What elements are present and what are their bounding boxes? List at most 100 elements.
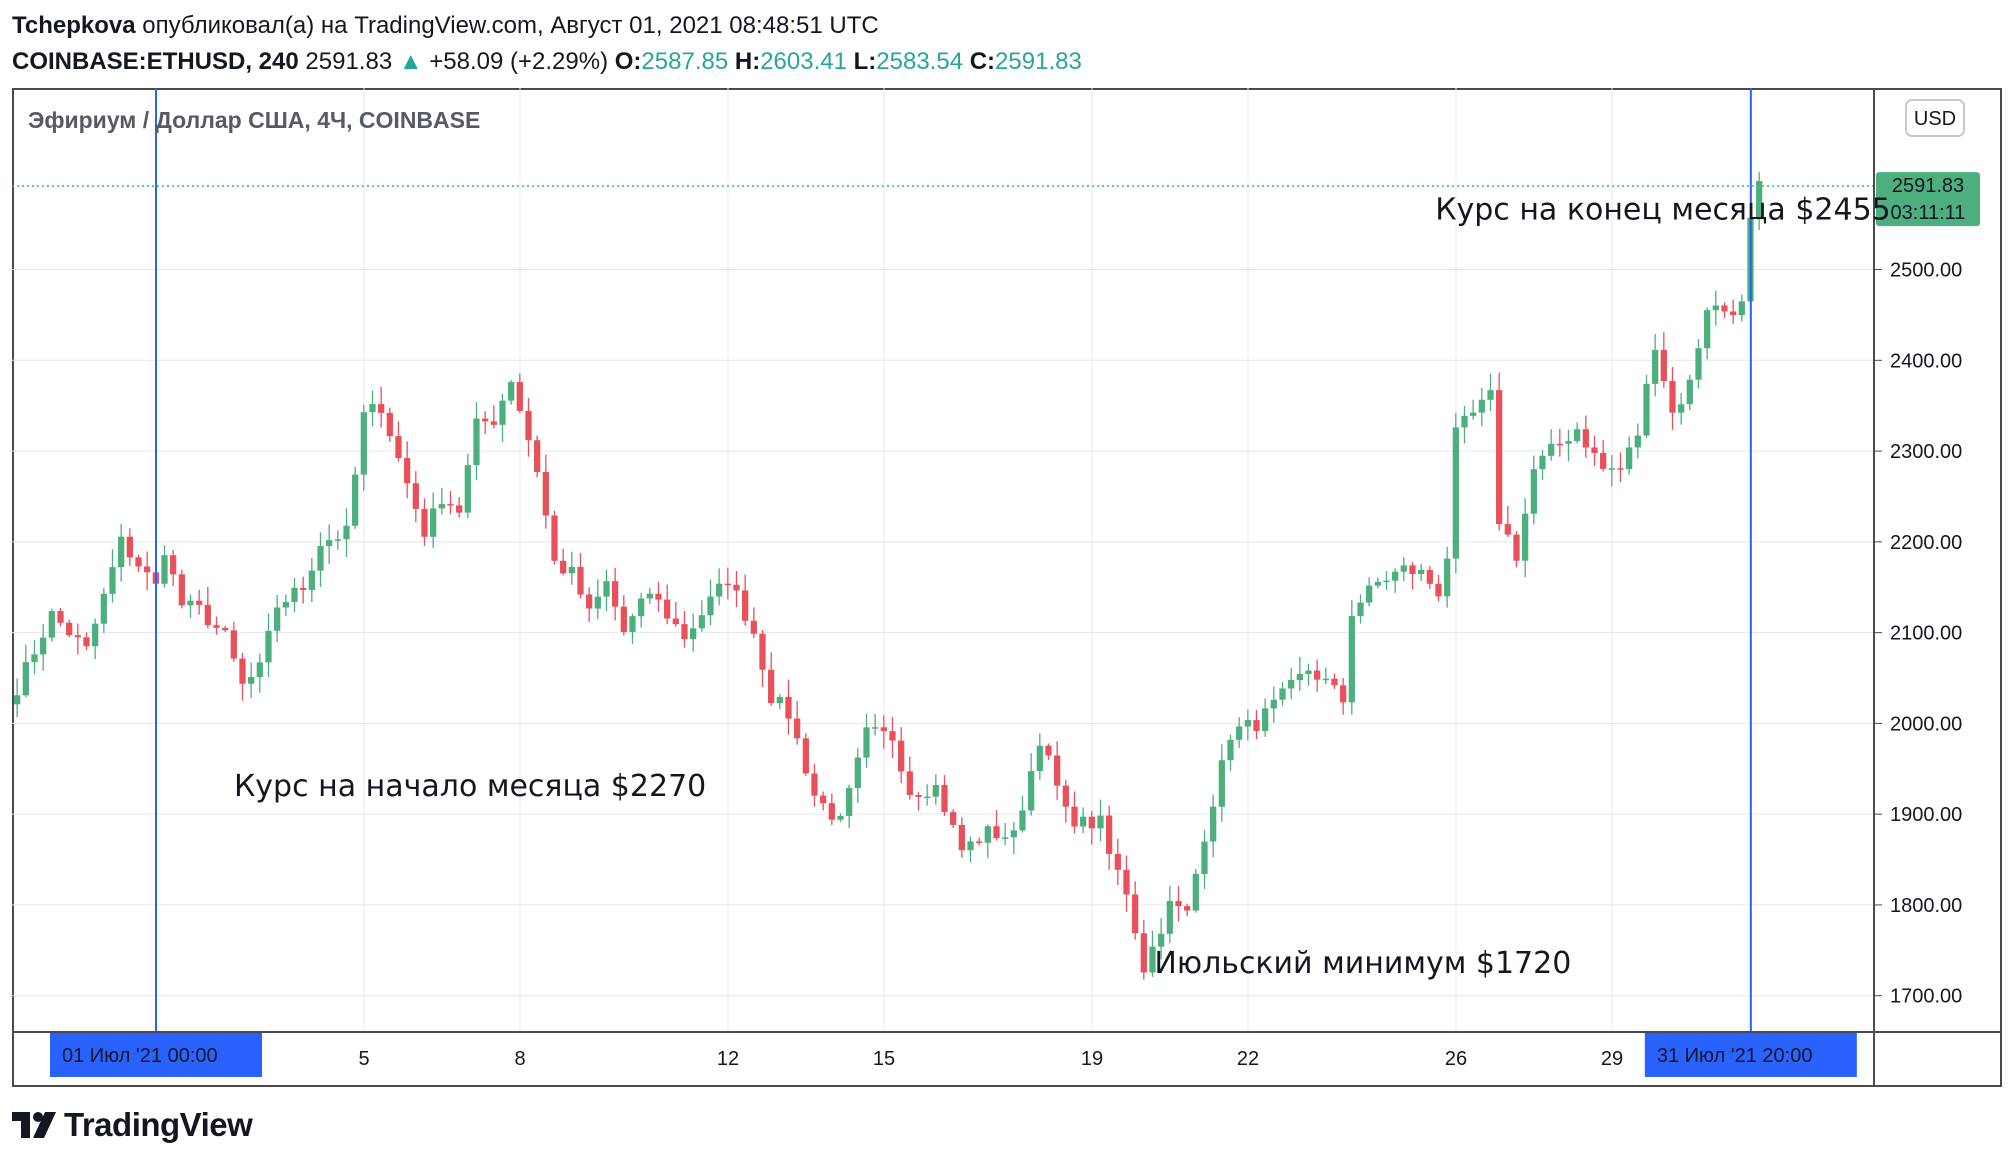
candle-up: [430, 492, 437, 548]
candle-up: [248, 662, 255, 699]
candle-body: [629, 616, 636, 633]
candle-body: [1106, 815, 1113, 854]
candle-down: [889, 716, 896, 759]
candle-body: [326, 540, 333, 547]
candle-body: [308, 570, 315, 590]
candle-body: [456, 505, 463, 513]
candle-body: [1582, 429, 1589, 448]
close-value: 2591.83: [995, 48, 1082, 75]
candle-down: [1062, 779, 1069, 823]
candle-up: [40, 623, 47, 671]
candle-body: [924, 796, 931, 799]
price-axis[interactable]: 1700.00 1800.00 1900.00 2000.00 2100.00 2200.…: [1874, 260, 1962, 1008]
date-tick-label: 19: [1081, 1048, 1103, 1070]
author-name[interactable]: Tchepkova: [12, 12, 136, 39]
candle-up: [118, 523, 125, 582]
candle-down: [664, 584, 671, 625]
date-marker-badge[interactable]: 01 Июл '21 00:00: [50, 1033, 262, 1077]
candle-body: [1565, 441, 1572, 444]
candle-body: [1695, 348, 1702, 380]
candle-body: [499, 400, 506, 425]
candle-body: [430, 508, 437, 537]
candle-down: [525, 397, 532, 457]
high-value: 2603.41: [760, 48, 847, 75]
candle-up: [1608, 454, 1615, 487]
low-label: L:: [853, 48, 877, 75]
candle-down: [1340, 678, 1347, 715]
candle-body: [1036, 745, 1043, 772]
price-chart[interactable]: 1700.00 1800.00 1900.00 2000.00 2100.00 2200.…: [12, 88, 2002, 1087]
candle-body: [1652, 349, 1659, 384]
time-axis[interactable]: 5 8 12 15 19 22 26 29 01 Июл '21 00:00 31 Июл '21…: [50, 1033, 1857, 1077]
candle-body: [1210, 806, 1217, 842]
candle-down: [1669, 367, 1676, 430]
candle-body: [92, 623, 99, 647]
candle-down: [785, 679, 792, 735]
candle-up: [473, 402, 480, 481]
candle-down: [1314, 659, 1321, 692]
currency-label: USD: [1914, 108, 1956, 130]
candle-body: [1461, 415, 1468, 428]
candle-down: [1184, 903, 1191, 917]
candle-down: [1088, 810, 1095, 845]
candle-body: [482, 418, 489, 422]
candle-body: [369, 404, 376, 413]
candle-body: [1132, 894, 1139, 934]
low-value: 2583.54: [876, 48, 964, 75]
annotation-text: Курс на конец месяца $2455: [1435, 193, 1891, 228]
candle-up: [161, 545, 168, 588]
candle-body: [187, 600, 194, 606]
candle-body: [352, 474, 359, 526]
price-tick-label: 2200.00: [1890, 532, 1962, 554]
candle-down: [1409, 561, 1416, 590]
candle-body: [915, 795, 922, 797]
last-price-tag: 2591.83 03:11:11: [1876, 172, 1980, 227]
candle-down: [620, 595, 627, 636]
candle-down: [412, 471, 419, 523]
candle-up: [1634, 423, 1641, 459]
candle-body: [551, 515, 558, 561]
date-tick-label: 15: [873, 1048, 895, 1070]
candle-down: [742, 574, 749, 626]
candle-body: [733, 584, 740, 591]
candle-body: [707, 596, 714, 616]
candle-body: [412, 483, 419, 509]
candle-down: [83, 632, 90, 651]
candle-body: [1426, 569, 1433, 584]
candle-body: [1548, 443, 1555, 456]
tradingview-logo[interactable]: TradingView: [12, 1105, 253, 1145]
overlays: [12, 88, 1874, 1032]
candle-body: [976, 841, 983, 843]
open-label: O:: [614, 48, 642, 75]
currency-button[interactable]: USD: [1905, 99, 1965, 137]
candle-up: [1695, 339, 1702, 389]
candle-body: [1712, 305, 1719, 311]
date-marker-badge[interactable]: 31 Июл '21 20:00: [1644, 1033, 1857, 1077]
price-tick-label: 2400.00: [1890, 350, 1962, 372]
candle-down: [1556, 428, 1563, 457]
candle-down: [802, 733, 809, 776]
candle-body: [1348, 616, 1355, 703]
candle-body: [664, 599, 671, 619]
candle-body: [386, 412, 393, 437]
candle-body: [421, 508, 428, 537]
candle-body: [672, 618, 679, 625]
candle-body: [1478, 399, 1485, 413]
candle-body: [1088, 816, 1095, 829]
candle-down: [126, 528, 133, 566]
candle-body: [144, 566, 151, 573]
candle-body: [776, 696, 783, 704]
candle-down: [950, 809, 957, 829]
publish-line: Tchepkova опубликовал(а) на TradingView.…: [12, 8, 1082, 44]
candle-body: [57, 611, 64, 623]
candle-body: [1409, 565, 1416, 575]
candle-body: [1513, 534, 1520, 561]
candle-body: [1314, 670, 1321, 680]
candle-up: [1262, 698, 1269, 737]
candle-down: [421, 498, 428, 546]
candle-body: [135, 557, 142, 567]
open-value: 2587.85: [641, 48, 729, 75]
candle-body: [1522, 513, 1529, 561]
candle-body: [1192, 873, 1199, 911]
candle-up: [1392, 568, 1399, 593]
